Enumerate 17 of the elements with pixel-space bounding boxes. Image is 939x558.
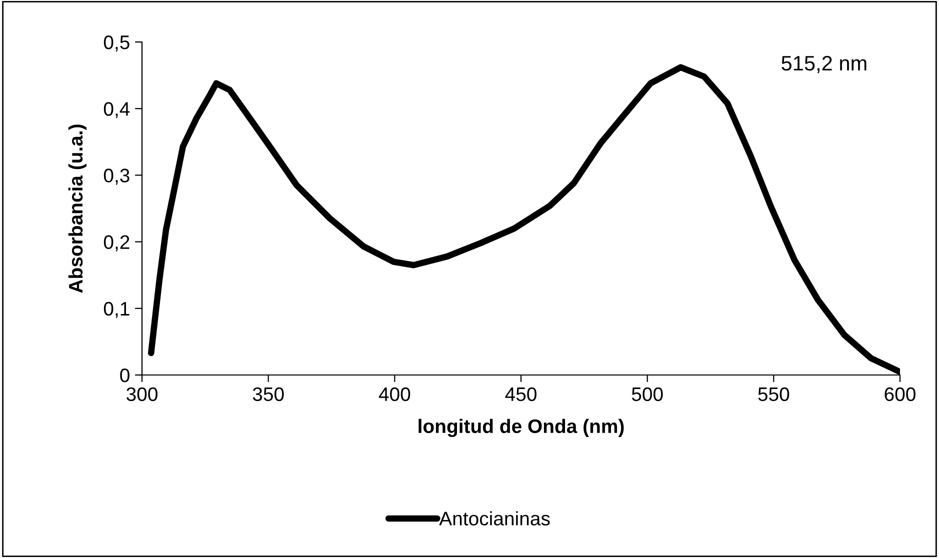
x-tick-label: 500 <box>632 387 663 402</box>
x-tick-label: 350 <box>252 387 284 402</box>
x-tick-label: 450 <box>505 387 536 402</box>
y-tick-label: 0,4 <box>104 102 130 118</box>
y-tick-label: 0,1 <box>104 302 130 318</box>
annotation: 515,2 nm <box>782 56 866 74</box>
x-tick-label: 600 <box>884 387 916 402</box>
y-axis-title: Absorbancia (u.a.) <box>68 124 86 293</box>
x-tick-label: 550 <box>758 387 790 402</box>
y-tick-label: 0,2 <box>104 235 130 252</box>
legend-label: Antocianinas <box>439 511 550 526</box>
y-tick-label: 0,5 <box>104 35 130 52</box>
x-tick-label: 400 <box>378 387 410 402</box>
x-tick-label: 300 <box>126 387 158 402</box>
x-axis-title: longitud de Onda (nm) <box>418 418 624 438</box>
y-tick-label: 0,3 <box>104 168 130 185</box>
y-tick-label: 0 <box>120 368 130 382</box>
